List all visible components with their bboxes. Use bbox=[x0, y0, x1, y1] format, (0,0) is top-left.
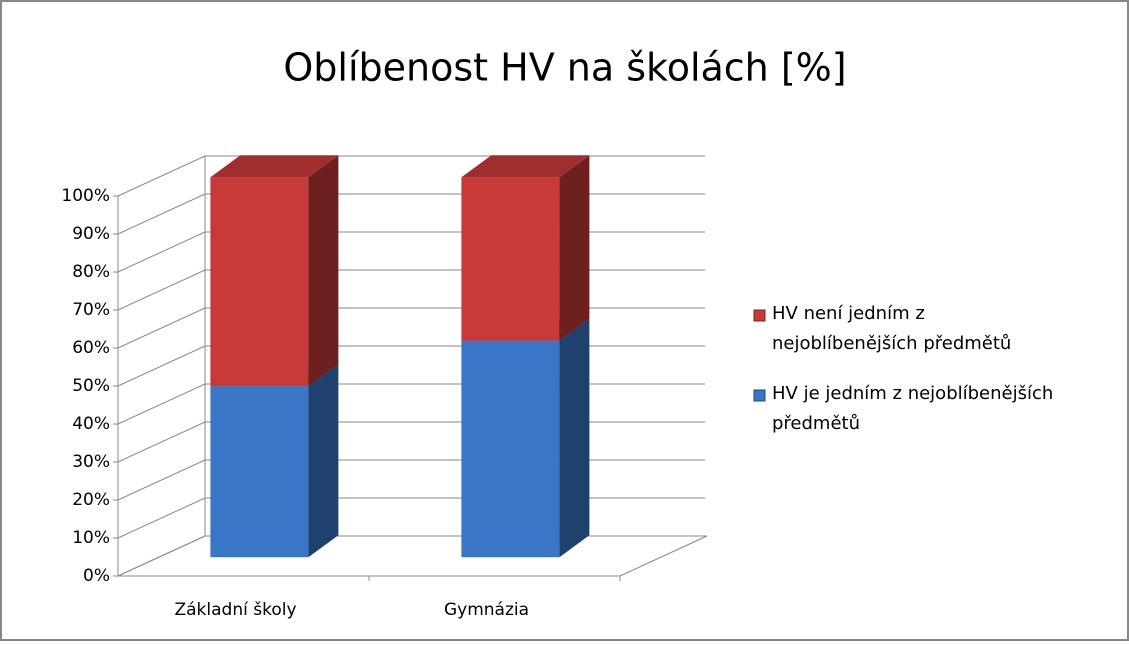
bar-front bbox=[461, 340, 560, 558]
y-tick-label: 70% bbox=[72, 300, 110, 320]
y-tick-label: 100% bbox=[61, 186, 110, 206]
y-tick-label: 10% bbox=[72, 528, 110, 548]
bar-top bbox=[210, 155, 339, 178]
y-tick-label: 30% bbox=[72, 452, 110, 472]
legend-swatch bbox=[753, 309, 766, 322]
bar-top bbox=[461, 155, 590, 178]
y-tick-label: 20% bbox=[72, 490, 110, 510]
x-tick-label: Základní školy bbox=[174, 600, 296, 620]
y-tick-label: 40% bbox=[72, 414, 110, 434]
bar-side bbox=[559, 155, 590, 341]
x-tick-label: Gymnázia bbox=[444, 600, 529, 620]
bar-front bbox=[461, 177, 560, 341]
legend-entry: HV je jedním z nejoblíbenějších předmětů bbox=[772, 383, 1054, 434]
legend-label: HV je jedním z nejoblíbenějších předmětů bbox=[772, 383, 1054, 434]
bar-side bbox=[308, 364, 339, 558]
legend-swatch bbox=[753, 389, 766, 402]
y-tick-label: 50% bbox=[72, 376, 110, 396]
bar-side bbox=[308, 155, 339, 387]
bar-front bbox=[210, 386, 309, 558]
y-tick-label: 90% bbox=[72, 224, 110, 244]
y-tick-label: 60% bbox=[72, 338, 110, 358]
bar-front bbox=[210, 177, 309, 387]
legend-entry: HV není jedním z nejoblíbenějších předmě… bbox=[772, 303, 1012, 354]
y-tick-label: 80% bbox=[72, 262, 110, 282]
legend-label: HV není jedním z nejoblíbenějších předmě… bbox=[772, 303, 1012, 354]
chart-title: Oblíbenost HV na školách [%] bbox=[283, 46, 846, 90]
y-tick-label: 0% bbox=[83, 566, 110, 586]
bar-side bbox=[559, 318, 590, 558]
